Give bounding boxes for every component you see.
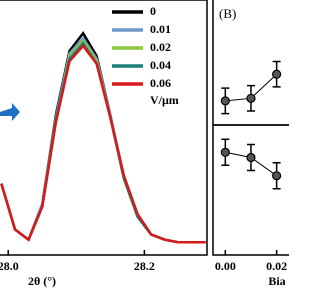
x-tick-label: 28.2 (134, 259, 155, 273)
point (246, 93, 256, 103)
series-line (0, 36, 206, 244)
x-tick-label: 28.0 (0, 259, 19, 273)
x-axis-label: Bia (268, 274, 285, 288)
series-line (0, 38, 206, 244)
x-axis-label: 2θ (°) (28, 274, 56, 288)
point (272, 171, 282, 181)
plot-frame (212, 124, 289, 256)
point (220, 96, 230, 106)
legend-unit: V/μm (150, 93, 179, 107)
legend-label: 0.01 (150, 22, 171, 36)
legend-label: 0.04 (150, 58, 171, 72)
panel-label: (B) (219, 6, 236, 21)
legend-label: 0.02 (150, 40, 171, 54)
arrow (0, 103, 20, 121)
point (272, 69, 282, 79)
series-line (0, 41, 206, 244)
series-line (0, 30, 206, 244)
figure: 28.0 28.2 2θ (°) 0 0.01 0.02 0.04 0.06 V/μm (B) 0.… (0, 0, 289, 288)
plot-frame (0, 0, 208, 256)
point (246, 152, 256, 163)
point (220, 147, 230, 157)
series-line (0, 43, 206, 244)
x-tick-label: 0.00 (215, 259, 236, 273)
legend-label: 0.06 (150, 76, 171, 90)
x-tick-label: 0.02 (266, 259, 287, 273)
legend-label: 0 (150, 4, 156, 18)
